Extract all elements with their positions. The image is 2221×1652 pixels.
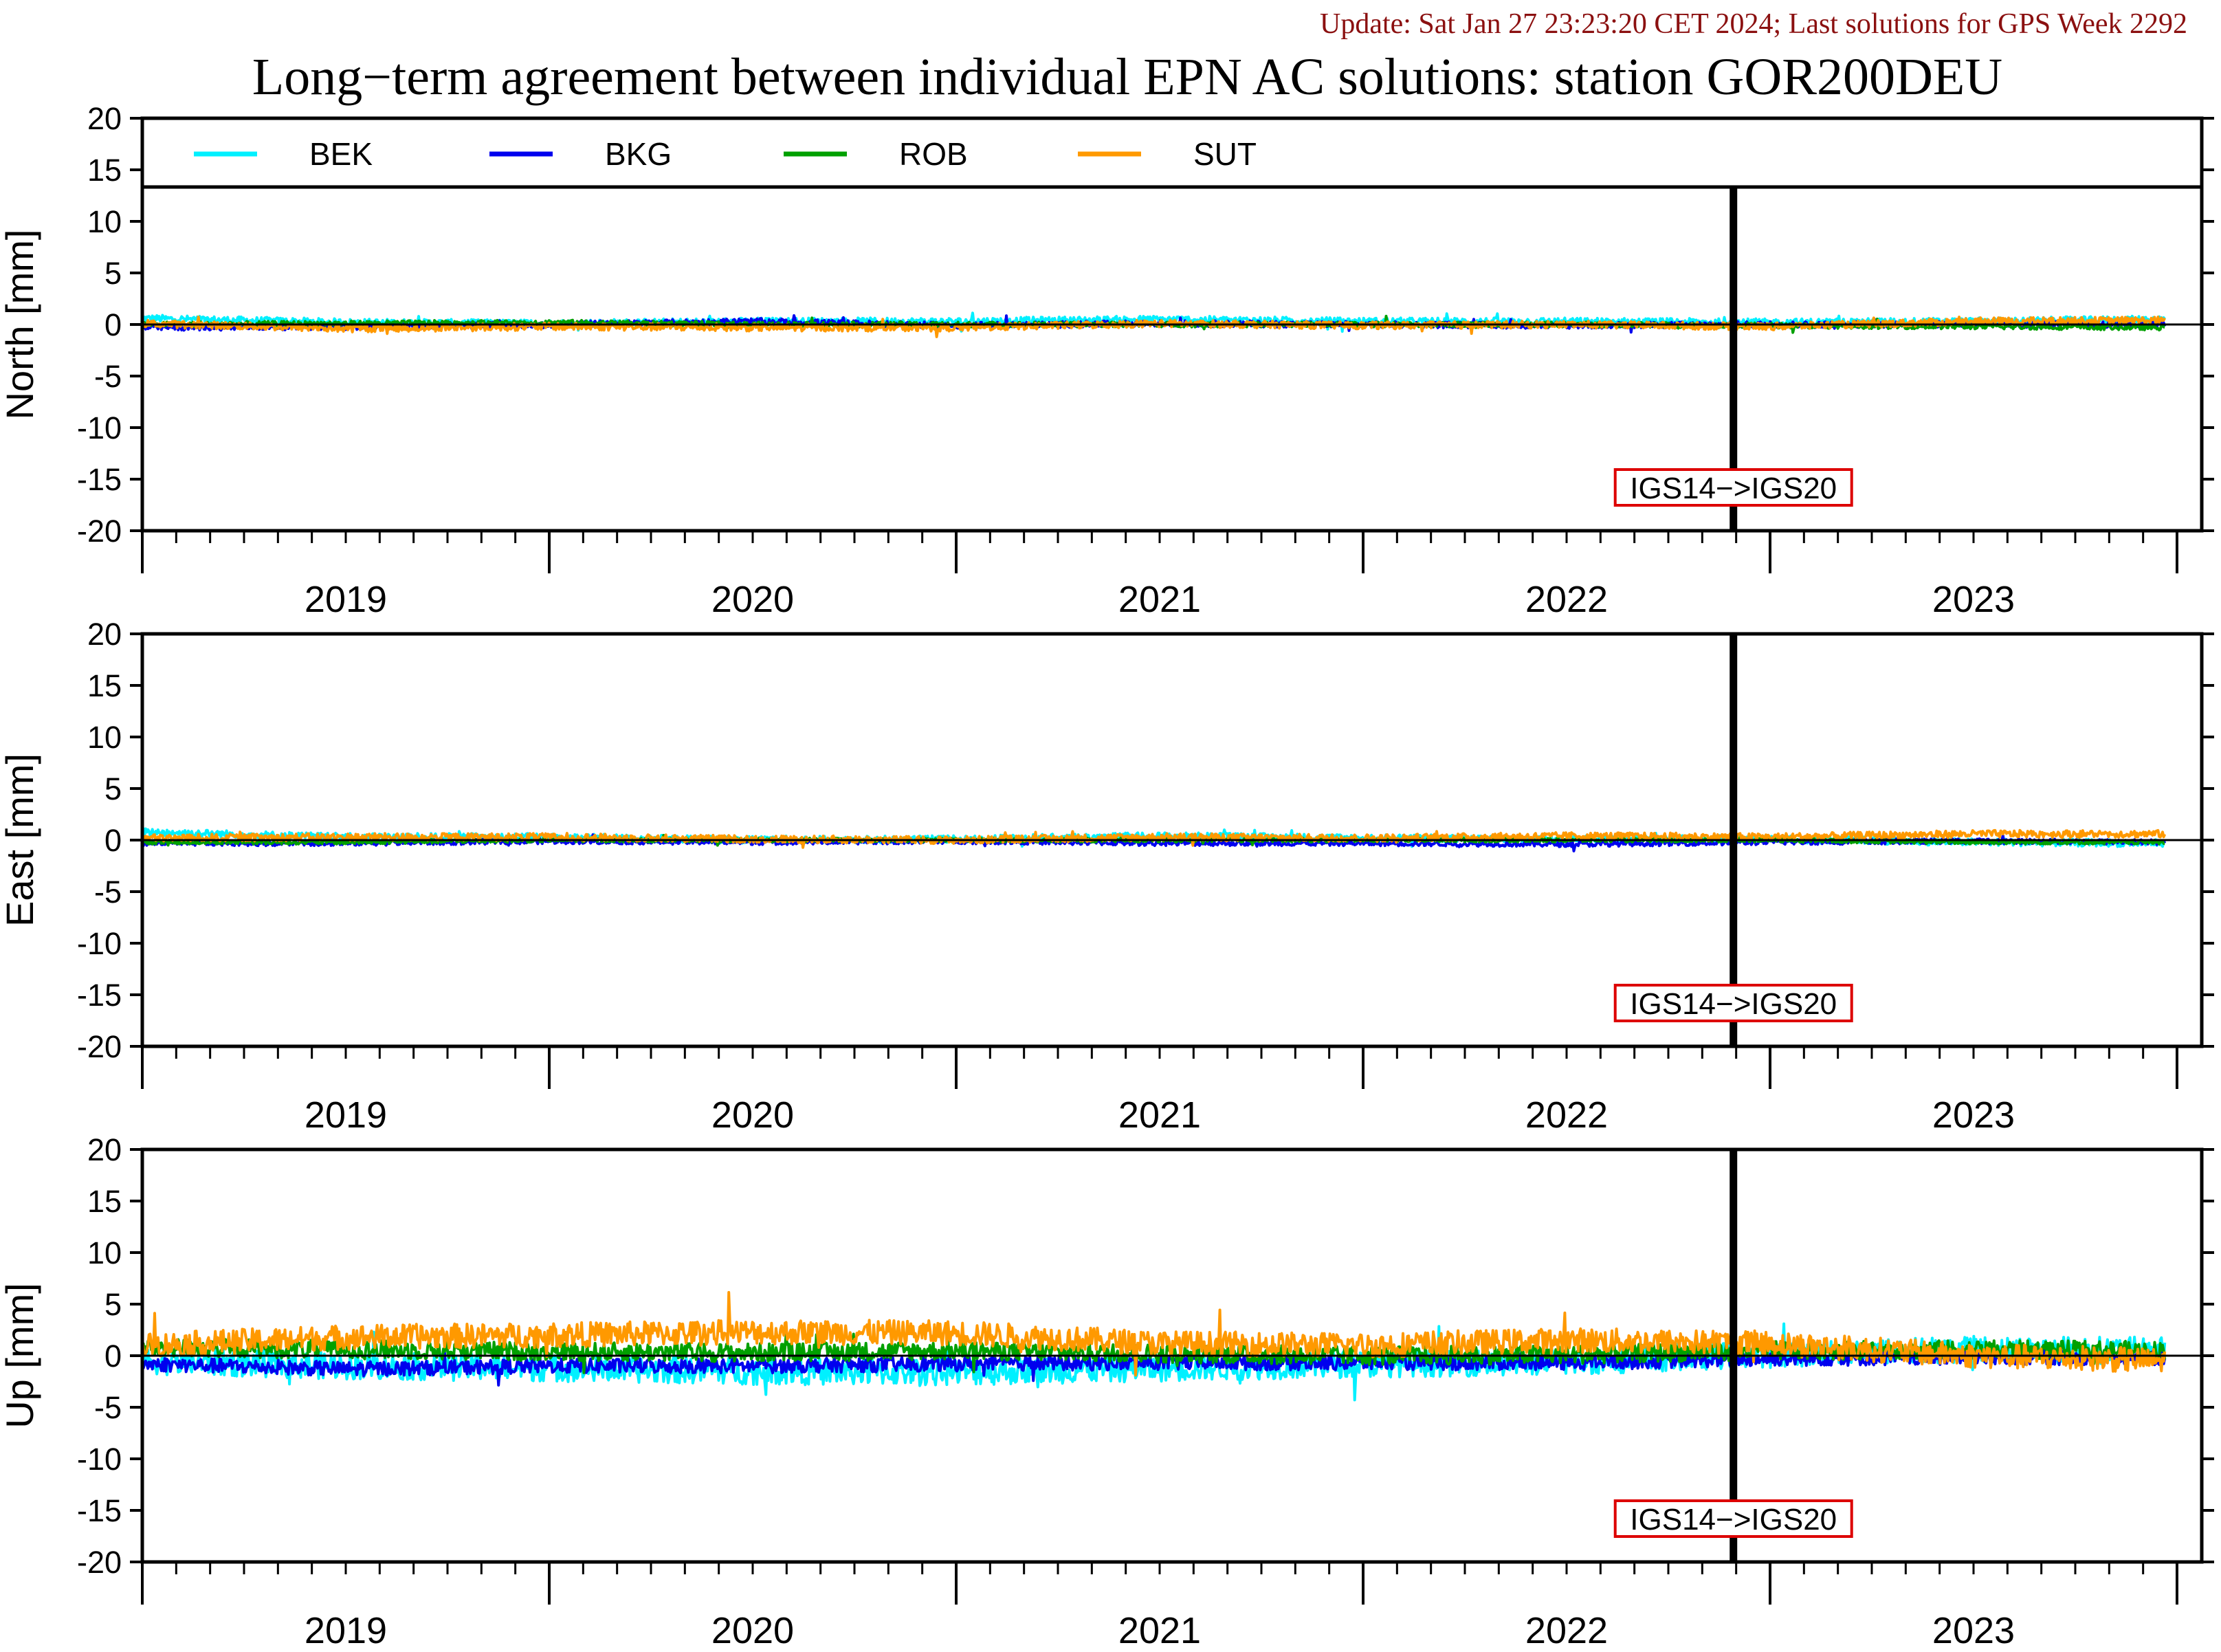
legend: BEK BKG ROB SUT — [140, 116, 2204, 189]
chart-title: Long−term agreement between individual E… — [252, 48, 2002, 106]
event-label: IGS14−>IGS20 — [1613, 1499, 1853, 1538]
x-tick-label: 2022 — [1525, 579, 1608, 620]
legend-item-rob: ROB — [784, 136, 968, 172]
y-tick-label: 20 — [87, 617, 122, 652]
event-label-text: IGS14−>IGS20 — [1630, 472, 1837, 505]
y-axis-label: Up [mm] — [0, 1283, 41, 1429]
y-tick-label: -10 — [77, 926, 122, 961]
y-tick-label: -20 — [77, 514, 122, 549]
x-tick-label: 2021 — [1118, 1094, 1201, 1136]
y-tick-label: -5 — [94, 359, 122, 394]
y-tick-label: -15 — [77, 1493, 122, 1528]
legend-label: BKG — [605, 136, 672, 172]
x-tick-label: 2020 — [711, 579, 794, 620]
x-tick-label: 2022 — [1525, 1610, 1608, 1649]
x-tick-label: 2020 — [711, 1610, 794, 1649]
y-tick-label: 10 — [87, 204, 122, 239]
event-label: IGS14−>IGS20 — [1613, 468, 1853, 507]
panel-2: IGS14−>IGS20 20 15 10 5 0 -5 -10 -15 -20 Up [mm] 20… — [0, 1132, 2214, 1651]
y-axis-label: North [mm] — [0, 230, 41, 420]
x-tick-label: 2023 — [1932, 1094, 2015, 1136]
legend-label: SUT — [1193, 136, 1257, 172]
event-label: IGS14−>IGS20 — [1613, 984, 1853, 1022]
y-tick-label: -20 — [77, 1029, 122, 1064]
event-label-box — [1613, 1499, 1853, 1538]
y-axis-label: East [mm] — [0, 753, 41, 927]
y-tick-label: -5 — [94, 874, 122, 910]
y-tick-label: 20 — [87, 101, 122, 136]
series-line-sut — [142, 1290, 2167, 1377]
x-tick-label: 2023 — [1932, 579, 2015, 620]
event-label-box — [1613, 984, 1853, 1022]
y-tick-label: 0 — [104, 307, 122, 342]
y-tick-label: 5 — [104, 256, 122, 291]
panel-2-series — [142, 1290, 2167, 1402]
x-tick-label: 2021 — [1118, 1610, 1201, 1649]
update-text: Update: Sat Jan 27 23:23:20 CET 2024; La… — [1320, 8, 2187, 40]
x-tick-label: 2019 — [305, 1610, 387, 1649]
y-tick-label: -10 — [77, 410, 122, 445]
y-tick-label: 15 — [87, 1184, 122, 1219]
legend-item-bkg: BKG — [489, 136, 672, 172]
y-tick-label: -15 — [77, 978, 122, 1013]
series-line-sut — [142, 316, 2166, 338]
y-tick-label: -15 — [77, 462, 122, 497]
y-tick-label: 0 — [104, 1339, 122, 1374]
y-tick-label: 10 — [87, 1235, 122, 1270]
x-tick-label: 2019 — [305, 579, 387, 620]
x-tick-label: 2020 — [711, 1094, 794, 1136]
y-tick-label: 10 — [87, 720, 122, 755]
y-tick-label: 5 — [104, 771, 122, 806]
x-tick-label: 2022 — [1525, 1094, 1608, 1136]
y-tick-label: -5 — [94, 1390, 122, 1425]
y-tick-label: 15 — [87, 668, 122, 703]
y-tick-label: -10 — [77, 1442, 122, 1477]
legend-item-bek: BEK — [194, 136, 373, 172]
y-tick-label: 0 — [104, 823, 122, 858]
legend-box — [140, 116, 2204, 189]
legend-label: ROB — [899, 136, 968, 172]
event-label-text: IGS14−>IGS20 — [1630, 1503, 1837, 1537]
y-tick-label: 15 — [87, 153, 122, 188]
panel-1: IGS14−>IGS20 20 15 10 5 0 -5 -10 -15 -20 East [mm]… — [0, 617, 2214, 1136]
x-tick-label: 2023 — [1932, 1610, 2015, 1649]
legend-item-sut: SUT — [1078, 136, 1257, 172]
y-tick-label: 20 — [87, 1132, 122, 1167]
x-tick-label: 2021 — [1118, 579, 1201, 620]
y-tick-label: 5 — [104, 1287, 122, 1322]
x-tick-label: 2019 — [305, 1094, 387, 1136]
event-label-box — [1613, 468, 1853, 507]
event-label-text: IGS14−>IGS20 — [1630, 987, 1837, 1021]
legend-label: BEK — [309, 136, 373, 172]
panel-0: IGS14−>IGS20 BEK BKG ROB SUT 20 15 10 5 0 -5 -10 -15… — [0, 101, 2214, 620]
y-tick-label: -20 — [77, 1545, 122, 1580]
panels: IGS14−>IGS20 BEK BKG ROB SUT 20 15 10 5 0 -5 -10 -15… — [0, 101, 2214, 1651]
